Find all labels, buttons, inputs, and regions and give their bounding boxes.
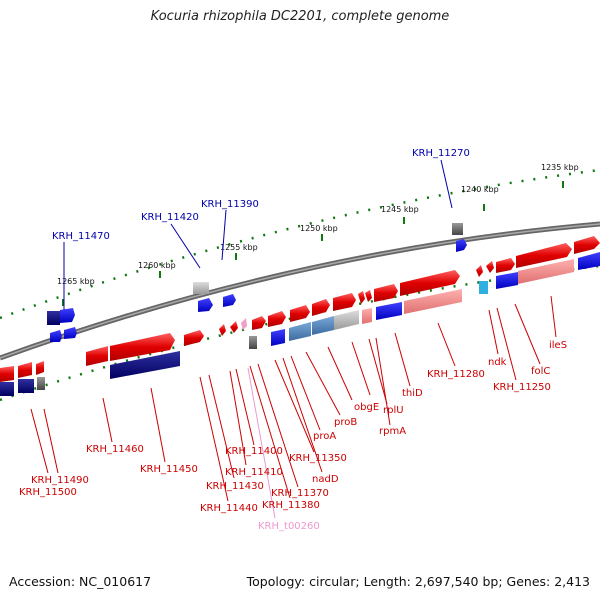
gene-forward[interactable] bbox=[18, 362, 32, 378]
gene-forward[interactable] bbox=[374, 284, 398, 302]
gene-forward[interactable] bbox=[230, 321, 238, 333]
gene-reverse[interactable] bbox=[223, 294, 236, 307]
feature[interactable] bbox=[362, 308, 372, 324]
tick-label: 1260 kbp bbox=[138, 261, 176, 270]
gene-label-forward[interactable]: KRH_11370 bbox=[271, 488, 329, 499]
gene-forward[interactable] bbox=[252, 316, 266, 330]
gene-label-reverse[interactable]: KRH_11270 bbox=[412, 148, 470, 159]
gene-label-forward[interactable]: folC bbox=[531, 366, 550, 377]
gene-trna[interactable] bbox=[241, 318, 247, 330]
map-title: Kocuria rhizophila DC2201, complete geno… bbox=[150, 9, 450, 24]
gene-reverse[interactable] bbox=[193, 282, 209, 294]
feature[interactable] bbox=[271, 329, 285, 346]
feature[interactable] bbox=[37, 377, 45, 390]
gene-label-forward[interactable]: ileS bbox=[549, 340, 567, 351]
gene-forward[interactable] bbox=[0, 366, 14, 382]
gene-forward[interactable] bbox=[219, 324, 226, 336]
gene-label-forward[interactable]: KRH_11490 bbox=[31, 475, 89, 486]
gene-forward[interactable] bbox=[36, 361, 44, 375]
tick-label: 1250 kbp bbox=[300, 224, 338, 233]
reverse-genes bbox=[47, 223, 467, 342]
gene-label-forward[interactable]: proB bbox=[334, 417, 357, 428]
gene-forward[interactable] bbox=[476, 265, 483, 277]
gene-forward[interactable] bbox=[574, 236, 600, 254]
leader-lines bbox=[30, 159, 557, 519]
gene-forward[interactable] bbox=[312, 299, 330, 316]
gene-label-forward[interactable]: KRH_11280 bbox=[427, 369, 485, 380]
gene-label-forward[interactable]: thiD bbox=[402, 388, 423, 399]
feature[interactable] bbox=[312, 316, 334, 335]
gene-label-forward[interactable]: KRH_11380 bbox=[262, 500, 320, 511]
feature[interactable] bbox=[479, 281, 488, 294]
gene-forward[interactable] bbox=[86, 346, 108, 366]
tick-label: 1240 kbp bbox=[461, 185, 499, 194]
tick-label: 1265 kbp bbox=[57, 277, 95, 286]
major-ticks bbox=[62, 181, 564, 306]
accession-text: Accession: NC_010617 bbox=[9, 574, 152, 589]
gene-forward[interactable] bbox=[365, 290, 372, 302]
gene-label-forward[interactable]: KRH_11250 bbox=[493, 382, 551, 393]
tick-label: 1255 kbp bbox=[220, 243, 258, 252]
gene-reverse[interactable] bbox=[64, 327, 77, 339]
feature-row-lower bbox=[0, 252, 600, 396]
gene-forward[interactable] bbox=[333, 293, 356, 311]
gene-forward[interactable] bbox=[496, 258, 515, 273]
feature[interactable] bbox=[0, 382, 14, 396]
gene-label-forward[interactable]: nadD bbox=[312, 474, 339, 485]
gene-label-forward[interactable]: rpmA bbox=[379, 426, 406, 437]
gene-forward[interactable] bbox=[358, 291, 365, 304]
outer-tick-track bbox=[0, 168, 600, 320]
feature[interactable] bbox=[18, 379, 34, 393]
gene-label-reverse[interactable]: KRH_11420 bbox=[141, 212, 199, 223]
feature[interactable] bbox=[578, 252, 600, 270]
gene-reverse[interactable] bbox=[198, 298, 213, 312]
gene-label-forward[interactable]: proA bbox=[313, 431, 336, 442]
gene-forward[interactable] bbox=[268, 311, 286, 327]
feature[interactable] bbox=[249, 336, 257, 349]
gene-forward[interactable] bbox=[184, 330, 204, 346]
tick-label: 1235 kbp bbox=[541, 163, 579, 172]
genome-stats-text: Topology: circular; Length: 2,697,540 bp… bbox=[246, 574, 590, 589]
gene-label-forward[interactable]: KRH_11350 bbox=[289, 453, 347, 464]
tick-label: 1245 kbp bbox=[381, 205, 419, 214]
forward-genes bbox=[0, 236, 600, 382]
feature[interactable] bbox=[289, 322, 311, 341]
feature[interactable] bbox=[404, 289, 462, 314]
feature[interactable] bbox=[376, 302, 402, 320]
gene-label-forward[interactable]: KRH_11460 bbox=[86, 444, 144, 455]
gene-label-forward[interactable]: KRH_11430 bbox=[206, 481, 264, 492]
gene-label-forward[interactable]: rplU bbox=[383, 405, 404, 416]
gene-reverse[interactable] bbox=[50, 330, 62, 342]
gene-forward[interactable] bbox=[486, 261, 494, 273]
gene-label-forward[interactable]: KRH_11440 bbox=[200, 503, 258, 514]
gene-label-forward[interactable]: KRH_11410 bbox=[225, 467, 283, 478]
gene-forward[interactable] bbox=[290, 305, 310, 322]
gene-label-forward[interactable]: KRH_11500 bbox=[19, 487, 77, 498]
gene-forward[interactable] bbox=[516, 243, 572, 268]
feature[interactable] bbox=[496, 272, 518, 289]
feature[interactable] bbox=[110, 351, 180, 379]
gene-label-forward[interactable]: obgE bbox=[354, 402, 379, 413]
gene-label-forward[interactable]: KRH_11400 bbox=[225, 446, 283, 457]
gene-label-trna[interactable]: KRH_t00260 bbox=[258, 521, 320, 532]
gene-reverse[interactable] bbox=[60, 308, 75, 323]
gene-label-reverse[interactable]: KRH_11470 bbox=[52, 231, 110, 242]
gene-label-reverse[interactable]: KRH_11390 bbox=[201, 199, 259, 210]
gene-forward[interactable] bbox=[400, 270, 460, 296]
gene-reverse[interactable] bbox=[452, 223, 463, 235]
feature[interactable] bbox=[518, 259, 574, 284]
gene-label-forward[interactable]: KRH_11450 bbox=[140, 464, 198, 475]
gene-reverse[interactable] bbox=[47, 311, 60, 325]
feature[interactable] bbox=[334, 310, 359, 330]
gene-forward[interactable] bbox=[110, 333, 175, 361]
gene-label-forward[interactable]: ndk bbox=[488, 357, 507, 368]
gene-reverse[interactable] bbox=[456, 239, 467, 252]
